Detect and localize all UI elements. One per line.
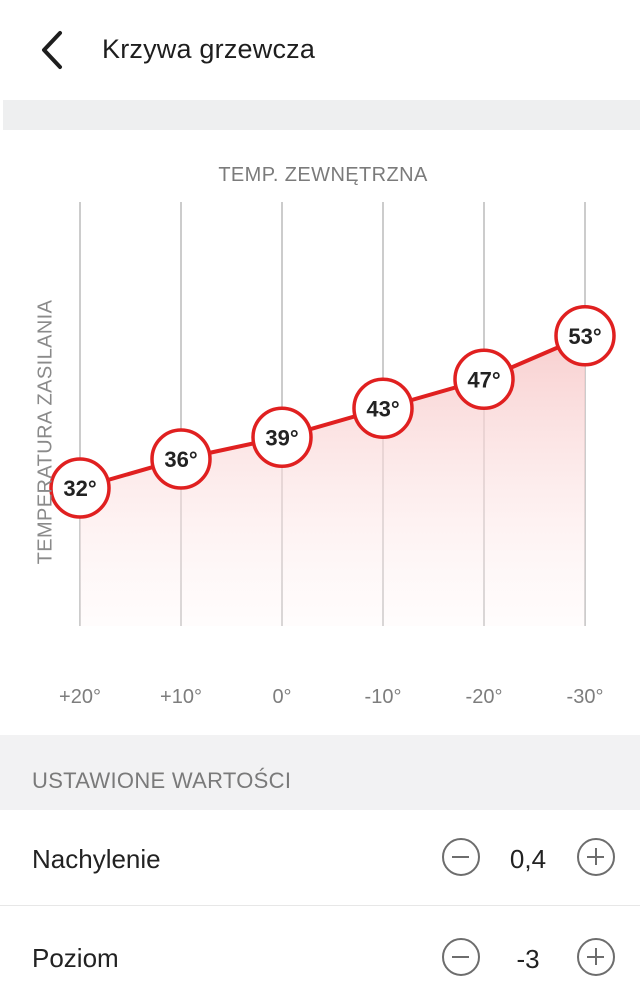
setting-row-level: Poziom -3 xyxy=(0,908,640,1000)
slope-label: Nachylenie xyxy=(32,844,161,874)
level-decrease-button[interactable] xyxy=(442,938,480,976)
x-tick-label: 0° xyxy=(272,686,291,708)
level-value: -3 xyxy=(516,944,540,974)
point-label: 36° xyxy=(164,447,197,472)
chart-y-axis-title: TEMPERATURA ZASILANIA xyxy=(34,299,57,565)
point-label: 53° xyxy=(568,324,601,349)
chevron-left-icon xyxy=(42,31,62,69)
settings-section-title: USTAWIONE WARTOŚCI xyxy=(32,768,292,793)
top-bar: Krzywa grzewcza xyxy=(0,0,640,100)
x-tick-label: +10° xyxy=(160,686,202,708)
point-label: 32° xyxy=(63,476,96,501)
point-marker xyxy=(352,377,414,439)
point-marker xyxy=(49,457,111,519)
level-label: Poziom xyxy=(32,943,119,973)
curve-point[interactable]: 53° xyxy=(554,305,616,367)
point-marker xyxy=(150,428,212,490)
point-marker xyxy=(554,305,616,367)
page-title: Krzywa grzewcza xyxy=(102,34,316,64)
curve-area-fill xyxy=(80,335,585,626)
point-label: 43° xyxy=(366,396,399,421)
point-marker xyxy=(251,406,313,468)
curve-point[interactable]: 47° xyxy=(453,348,515,410)
slope-decrease-button[interactable] xyxy=(442,838,480,876)
heating-curve-chart: 32° 36° 39° 43° 47° 53° +20° +10° 0° -10° -20° -30… xyxy=(0,130,640,735)
x-tick-label: -20° xyxy=(466,686,503,708)
slope-increase-button[interactable] xyxy=(577,838,615,876)
x-tick-label: -30° xyxy=(567,686,604,708)
point-label: 39° xyxy=(265,425,298,450)
slope-value: 0,4 xyxy=(509,844,547,874)
point-marker xyxy=(453,348,515,410)
setting-row-slope: Nachylenie 0,4 xyxy=(0,810,640,906)
curve-point[interactable]: 39° xyxy=(251,406,313,468)
header-divider-band xyxy=(3,100,640,130)
chart-canvas: 32° 36° 39° 43° 47° 53° +20° +10° 0° -10° -20° -30… xyxy=(49,202,616,708)
level-increase-button[interactable] xyxy=(577,938,615,976)
settings-section-header: USTAWIONE WARTOŚCI xyxy=(0,735,640,810)
x-tick-label: -10° xyxy=(365,686,402,708)
point-label: 47° xyxy=(467,367,500,392)
curve-point[interactable]: 43° xyxy=(352,377,414,439)
back-button[interactable] xyxy=(28,24,78,76)
curve-point[interactable]: 32° xyxy=(49,457,111,519)
curve-point[interactable]: 36° xyxy=(150,428,212,490)
chart-x-axis-title: TEMP. ZEWNĘTRZNA xyxy=(218,164,428,186)
x-tick-label: +20° xyxy=(59,686,101,708)
